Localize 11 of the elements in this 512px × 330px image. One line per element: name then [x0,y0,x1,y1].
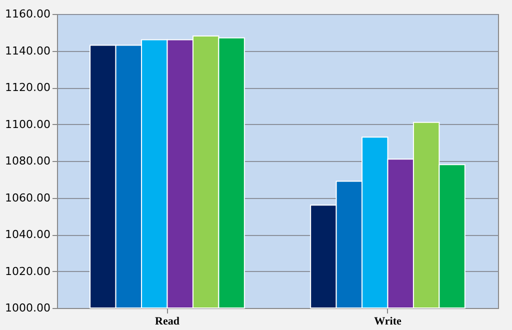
y-tick-label: 1080.00 [5,154,50,168]
x-tick-label: Read [155,316,180,328]
y-tick-label: 1040.00 [5,228,50,241]
y-tick-label: 1120.00 [5,81,50,94]
y-tick-label: 1100.00 [5,118,50,131]
y-tick-label: 1020.00 [5,264,50,278]
y-tick-label: 1160.00 [5,8,50,20]
y-tick-label: 1000.00 [5,302,50,314]
y-tick-label: 1140.00 [5,44,50,58]
y-tick-label: 1060.00 [5,191,50,204]
x-tick-label: Write [374,316,402,328]
